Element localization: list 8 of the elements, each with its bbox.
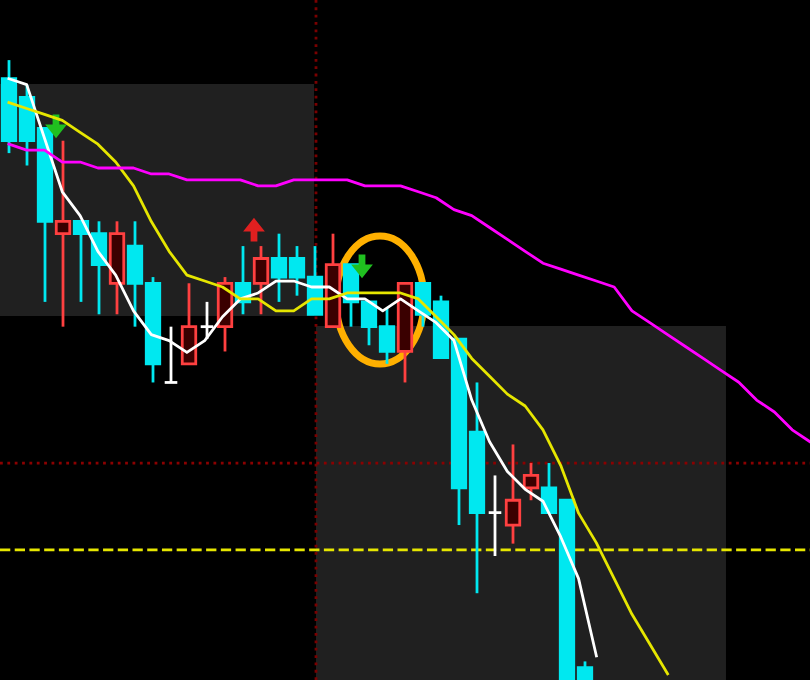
candlestick (199, 300, 215, 341)
candlestick (522, 461, 540, 502)
candlestick (180, 281, 198, 366)
candlestick (54, 139, 72, 329)
candlestick (252, 244, 270, 316)
candlestick (504, 443, 522, 546)
candlestick (487, 474, 503, 558)
candlestick (163, 325, 179, 384)
